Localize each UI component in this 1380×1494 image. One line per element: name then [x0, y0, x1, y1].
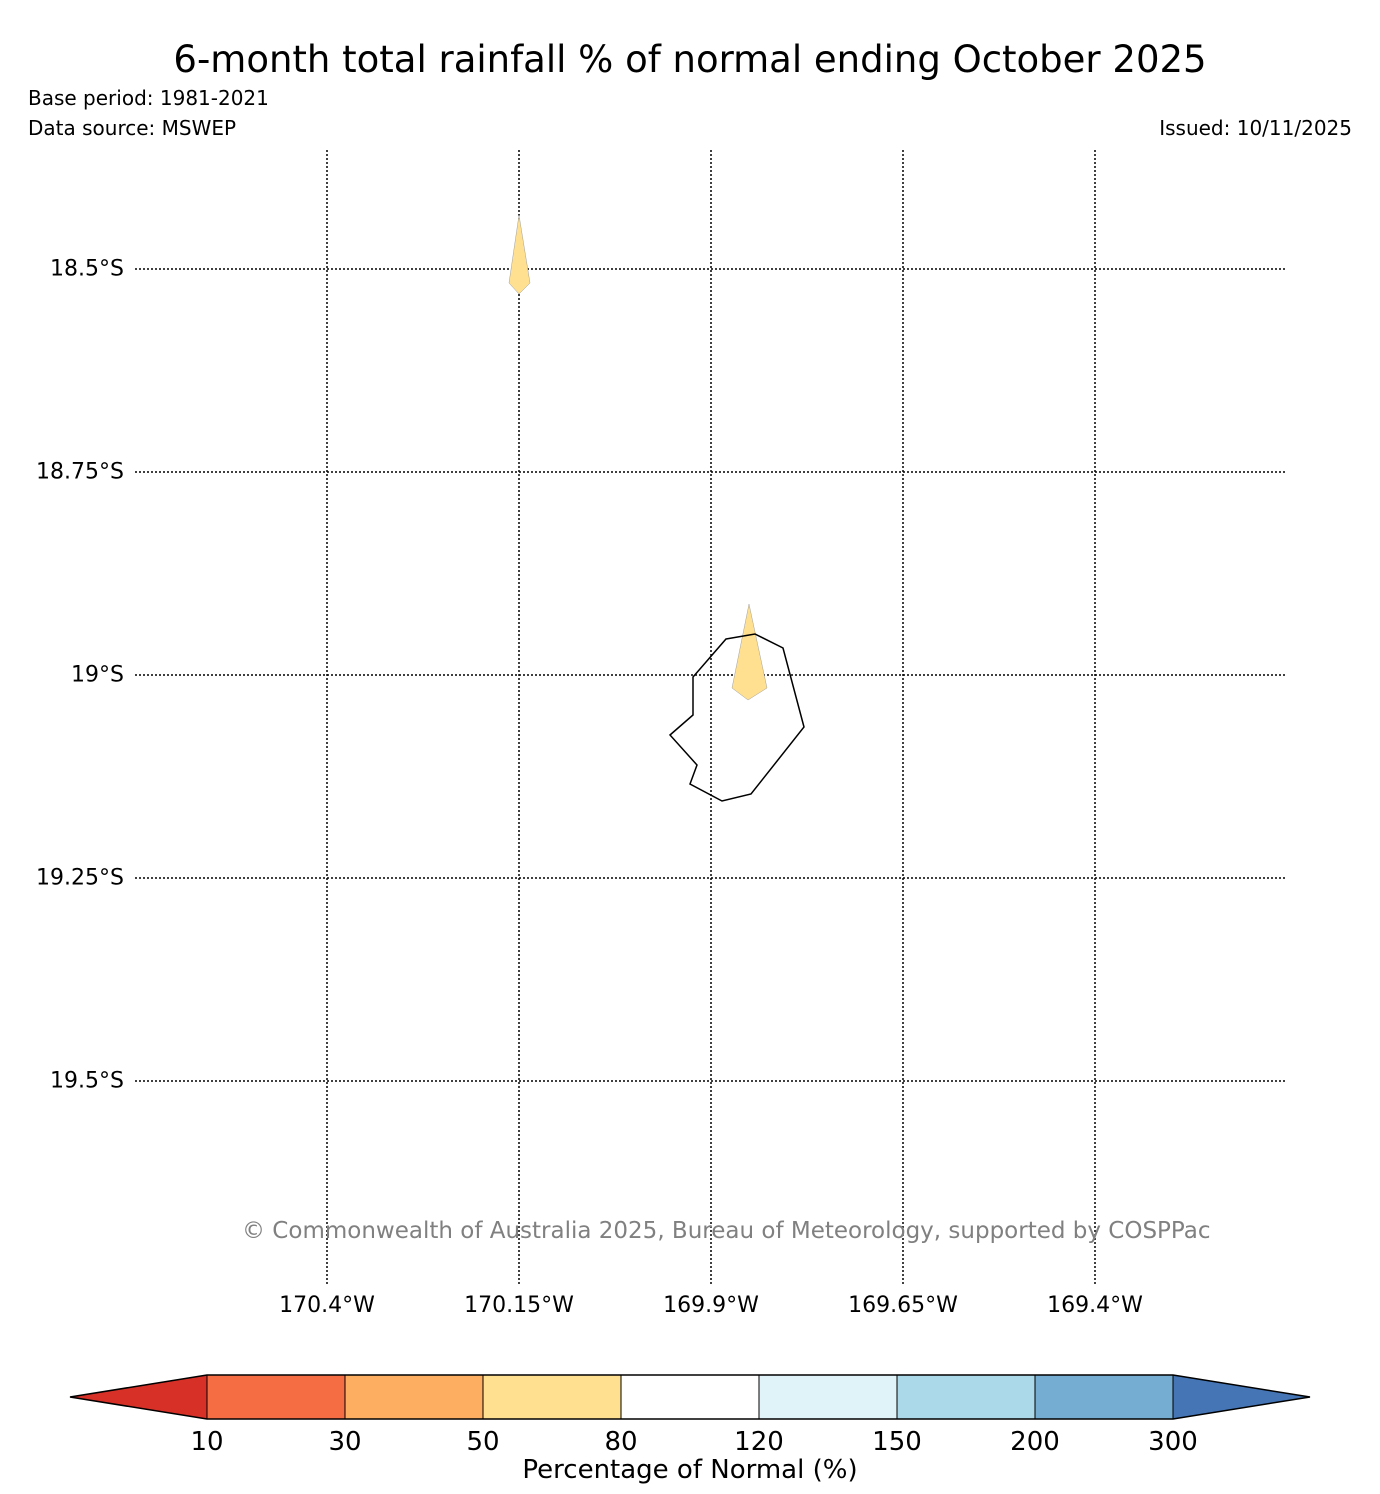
lon-label: 170.15°W	[464, 1293, 574, 1318]
lat-label: 19.5°S	[50, 1068, 124, 1094]
colorbar-segment	[1035, 1375, 1173, 1419]
colorbar-segment	[897, 1375, 1035, 1419]
colorbar-tick: 10	[190, 1427, 224, 1457]
lon-label: 169.65°W	[848, 1293, 958, 1318]
colorbar-segment	[207, 1375, 345, 1419]
lat-label: 19.25°S	[36, 865, 124, 891]
colorbar-segment	[345, 1375, 483, 1419]
lon-label: 170.4°W	[279, 1293, 375, 1318]
copyright-notice: © Commonwealth of Australia 2025, Bureau…	[242, 1218, 1211, 1244]
data-source: Data source: MSWEP	[28, 116, 237, 140]
base-period: Base period: 1981-2021	[28, 86, 269, 110]
colorbar-tick: 50	[466, 1427, 500, 1457]
colorbar-segment	[759, 1375, 897, 1419]
colorbar-tick: 200	[1010, 1427, 1060, 1457]
rainfall-shade-north	[508, 214, 531, 295]
colorbar-tick: 30	[328, 1427, 362, 1457]
colorbar-tick: 300	[1148, 1427, 1198, 1457]
lon-label: 169.9°W	[663, 1293, 759, 1318]
colorbar	[69, 1374, 1311, 1420]
island-coastline	[668, 633, 805, 802]
colorbar-dividers	[206, 1375, 1174, 1419]
colorbar-tick: 120	[734, 1427, 784, 1457]
colorbar-tick: 80	[604, 1427, 638, 1457]
lat-label: 18.5°S	[50, 256, 124, 282]
lat-label: 19°S	[71, 662, 124, 688]
colorbar-extend-low	[70, 1375, 207, 1419]
colorbar-extend-high	[1173, 1375, 1310, 1419]
colorbar-label: Percentage of Normal (%)	[522, 1455, 858, 1485]
lat-label: 18.75°S	[36, 459, 124, 485]
lat-gridlines	[135, 268, 1285, 1082]
lon-gridlines	[326, 150, 1096, 1285]
colorbar-tick: 150	[872, 1427, 922, 1457]
rainfall-shade-island	[731, 603, 768, 701]
map-title: 6-month total rainfall % of normal endin…	[173, 38, 1207, 81]
colorbar-outline	[69, 1374, 1311, 1420]
issued-date: Issued: 10/11/2025	[1159, 116, 1352, 140]
colorbar-segment	[621, 1375, 759, 1419]
lon-label: 169.4°W	[1047, 1293, 1143, 1318]
colorbar-segment	[483, 1375, 621, 1419]
